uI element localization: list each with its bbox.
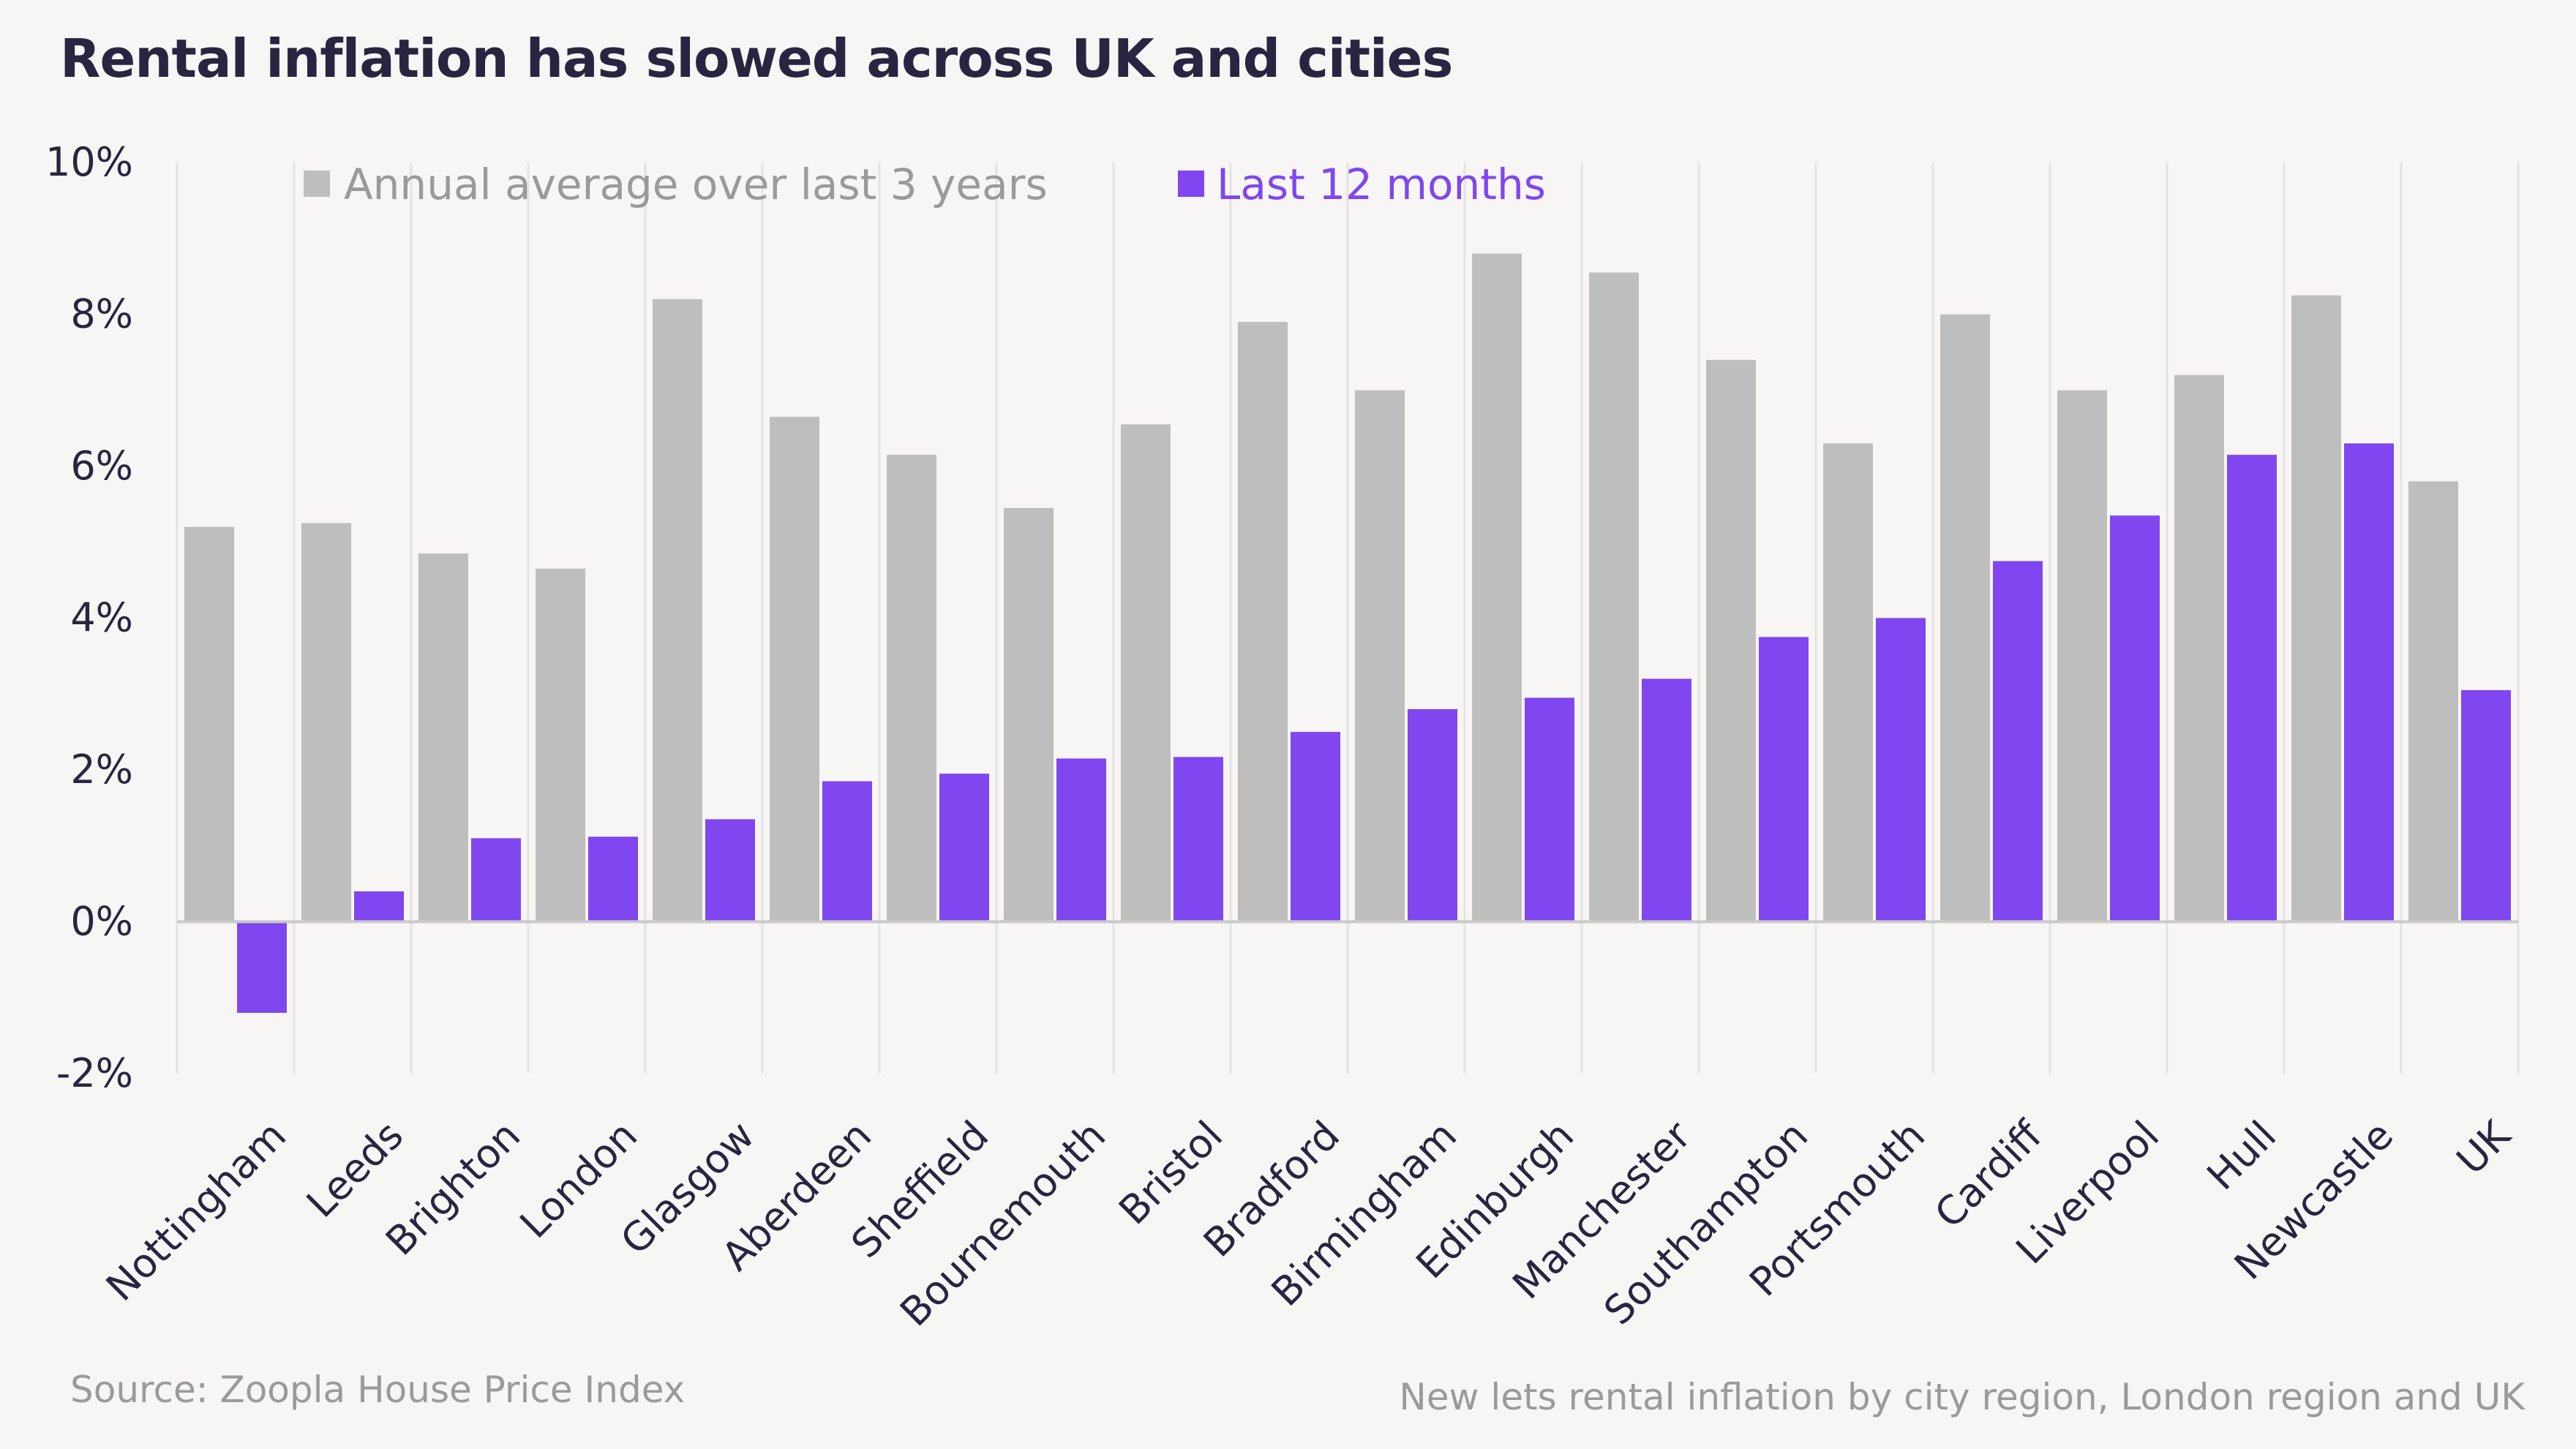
y-tick-label: 2%	[70, 746, 133, 793]
bar-annual-average	[1121, 424, 1171, 922]
bar-last-12-months	[1291, 732, 1340, 922]
legend-label-last-12-months: Last 12 months	[1217, 160, 1546, 209]
x-tick-label: Hull	[2198, 1112, 2286, 1199]
legend-label-annual-average: Annual average over last 3 years	[344, 160, 1048, 209]
bar-last-12-months	[2227, 454, 2277, 922]
x-axis: Nottingham LeedsBrightonLondonGlasgowAber…	[97, 1111, 2520, 1335]
bar-last-12-months	[237, 921, 287, 1013]
x-tick-label: Nottingham	[97, 1112, 295, 1310]
chart-title: Rental inflation has slowed across UK an…	[60, 28, 1453, 89]
bar-last-12-months	[822, 781, 872, 922]
legend-swatch-annual-average	[304, 171, 330, 197]
bar-annual-average	[1355, 390, 1405, 922]
x-tick-label: Bournemouth	[891, 1112, 1114, 1336]
bar-annual-average	[1004, 508, 1054, 922]
bar-last-12-months	[1642, 678, 1691, 922]
bar-last-12-months	[354, 891, 404, 922]
bar-annual-average	[653, 299, 702, 922]
bars	[177, 253, 2518, 1013]
bar-annual-average	[184, 527, 234, 922]
bar-last-12-months	[1993, 561, 2043, 922]
bar-annual-average	[1940, 314, 1990, 922]
bar-last-12-months	[471, 838, 521, 922]
x-tick-label: Southampton	[1595, 1112, 1817, 1334]
bar-annual-average	[2057, 390, 2107, 922]
bar-last-12-months	[2461, 690, 2511, 922]
legend: Annual average over last 3 years Last 12…	[304, 160, 1546, 209]
source-note: Source: Zoopla House Price Index	[70, 1368, 686, 1411]
y-axis: 10% 8% 6% 4% 2% 0% -2%	[45, 139, 133, 1096]
x-tick-label: Leeds	[298, 1112, 412, 1227]
bar-last-12-months	[2110, 515, 2160, 922]
bar-annual-average	[1823, 443, 1873, 922]
bar-last-12-months	[1759, 637, 1809, 922]
legend-swatch-last-12-months	[1178, 171, 1204, 197]
bar-last-12-months	[1056, 758, 1106, 922]
bar-annual-average	[536, 569, 585, 922]
bar-annual-average	[1706, 359, 1756, 922]
y-tick-label: 6%	[70, 443, 133, 489]
x-tick-label: UK	[2448, 1112, 2520, 1184]
gridlines	[176, 162, 2520, 1074]
bar-last-12-months	[939, 774, 989, 922]
y-tick-label: -2%	[56, 1050, 133, 1096]
bar-annual-average	[2408, 481, 2458, 922]
bar-annual-average	[301, 523, 351, 922]
bar-last-12-months	[1525, 697, 1574, 922]
footnote: New lets rental inflation by city region…	[1399, 1376, 2525, 1418]
bar-annual-average	[2291, 295, 2341, 922]
bar-annual-average	[1472, 253, 1522, 922]
bar-last-12-months	[1408, 709, 1457, 922]
bar-annual-average	[418, 553, 468, 922]
y-tick-label: 4%	[70, 595, 133, 641]
bar-annual-average	[1589, 272, 1639, 922]
bar-last-12-months	[2344, 443, 2394, 922]
bar-annual-average	[887, 454, 936, 922]
bar-annual-average	[2174, 375, 2224, 922]
y-tick-label: 8%	[70, 291, 133, 337]
bar-last-12-months	[588, 836, 638, 922]
y-tick-label: 10%	[45, 139, 133, 185]
bar-last-12-months	[1174, 757, 1223, 922]
bar-annual-average	[770, 416, 819, 922]
bar-last-12-months	[1876, 618, 1926, 922]
y-tick-label: 0%	[70, 899, 133, 945]
bar-annual-average	[1238, 321, 1288, 922]
bar-last-12-months	[705, 819, 755, 922]
